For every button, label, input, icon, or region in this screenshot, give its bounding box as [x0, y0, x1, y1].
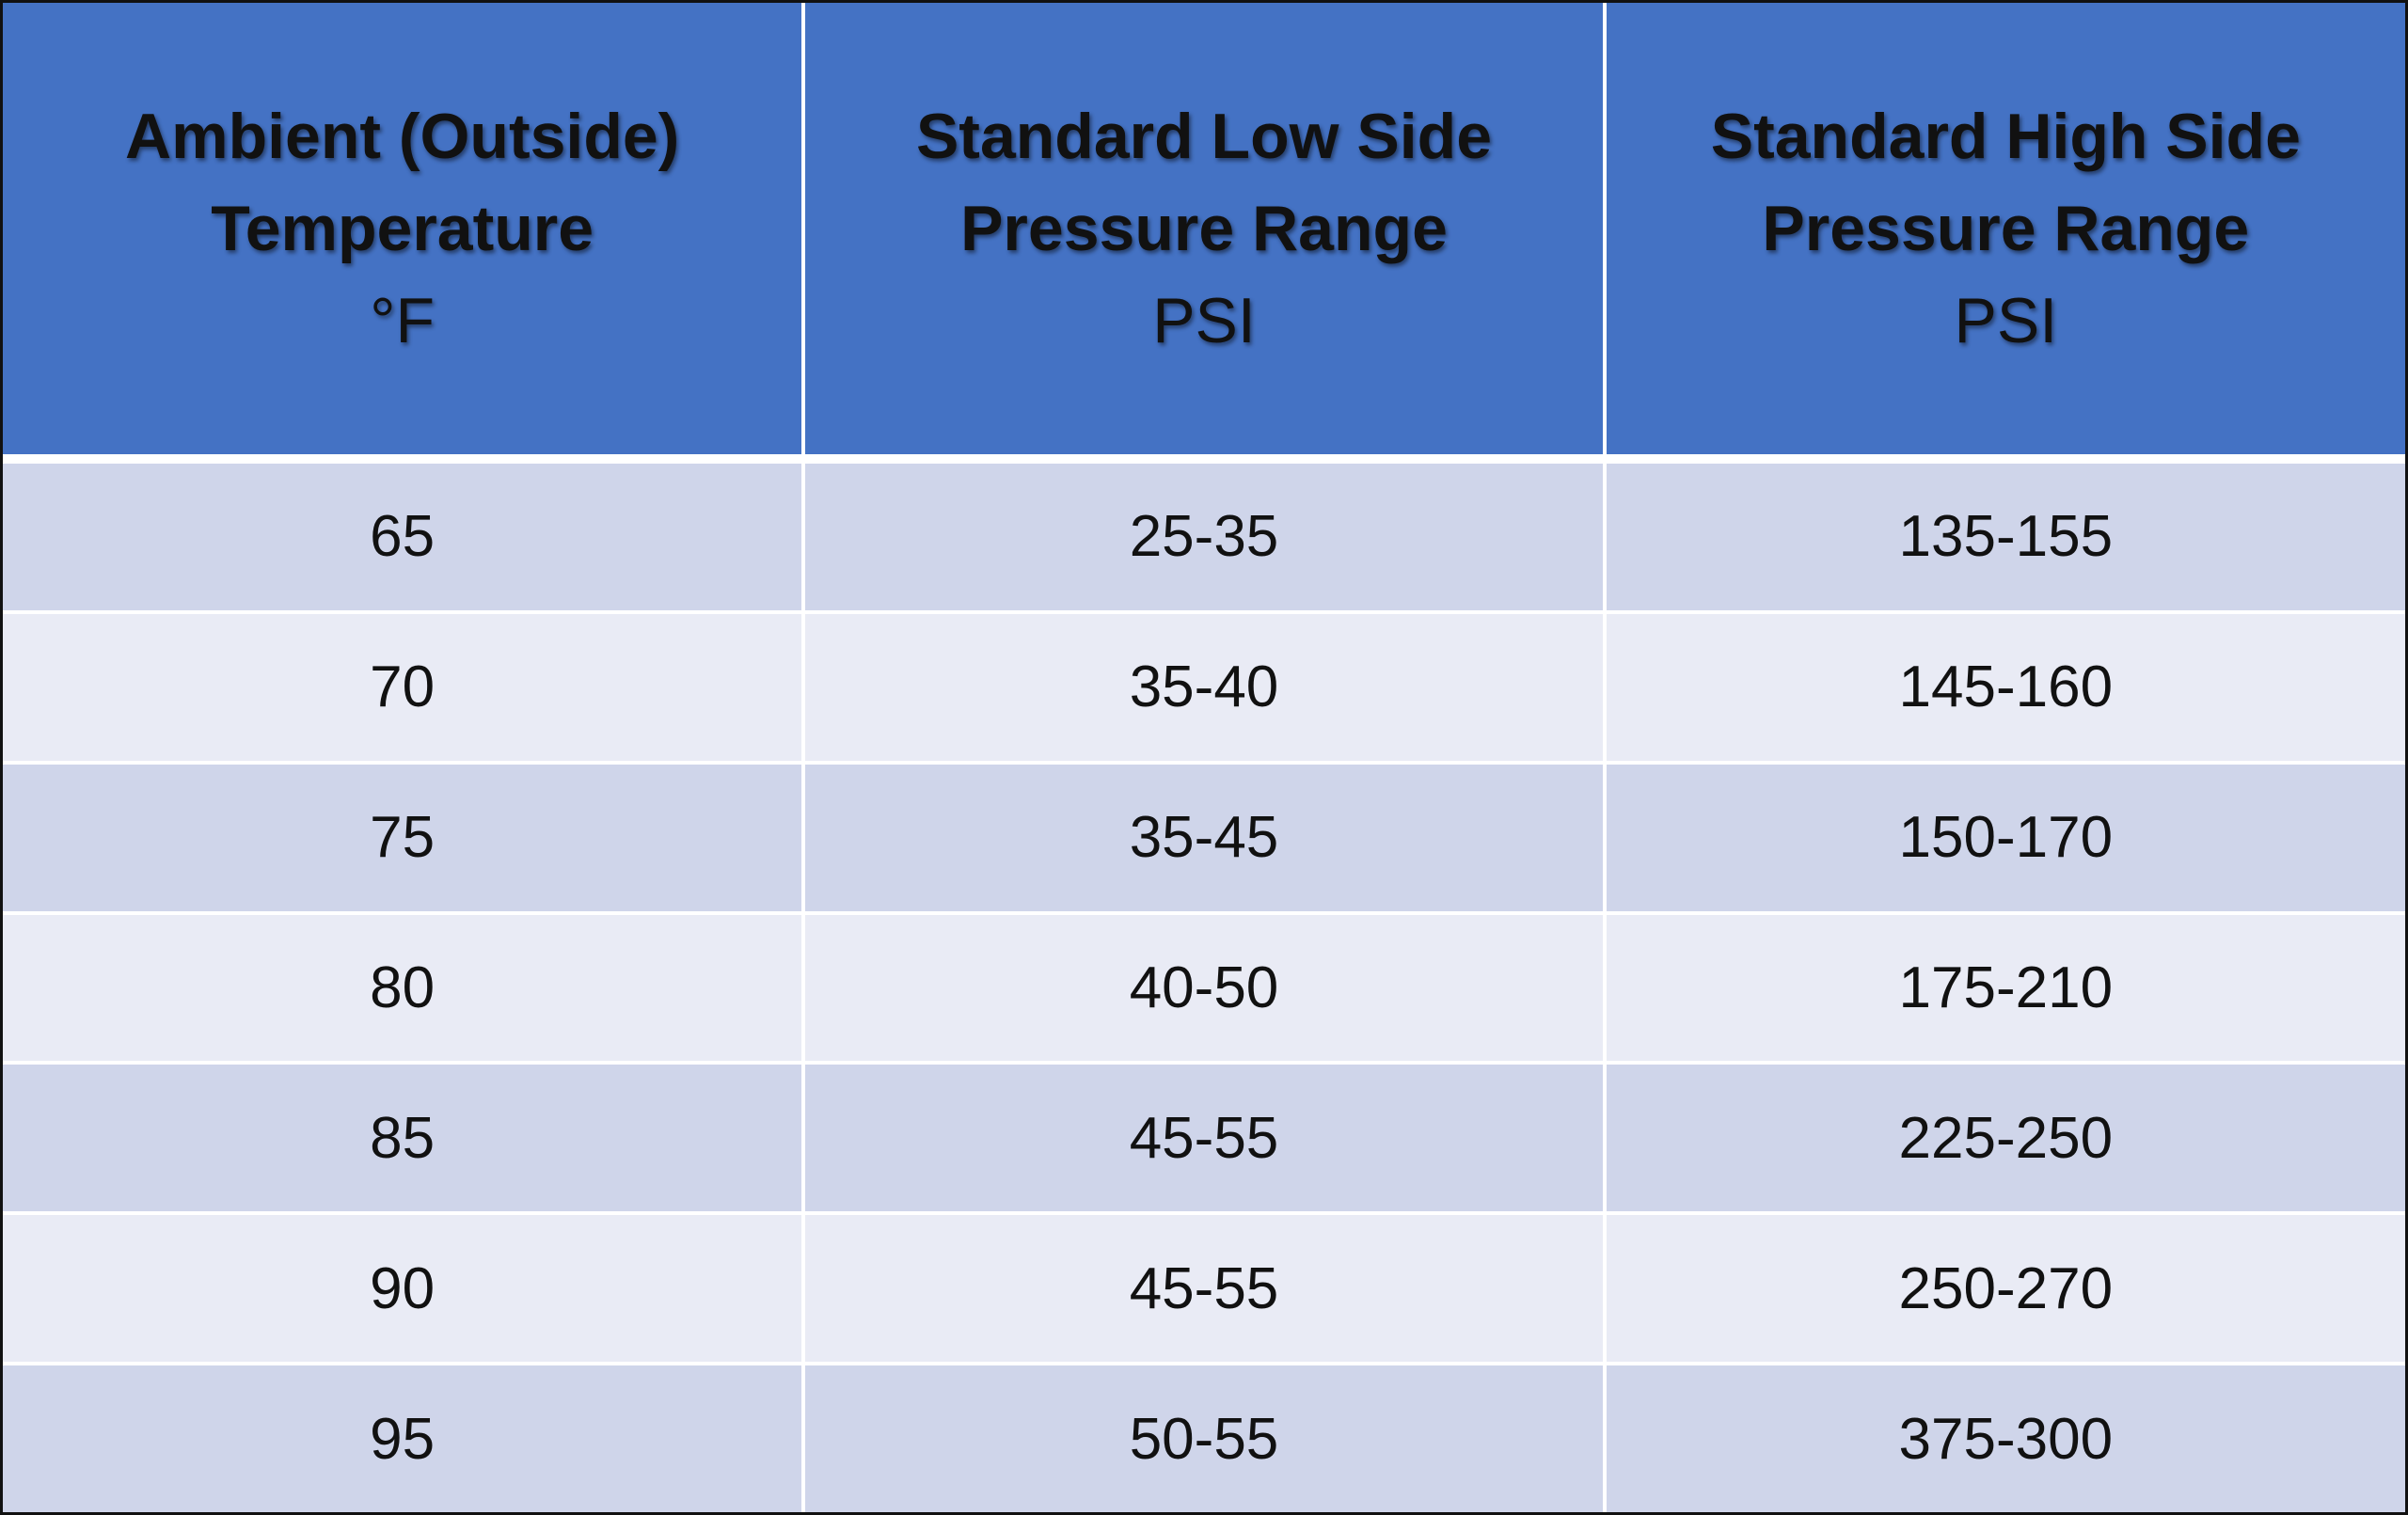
table-row: 65 25-35 135-155: [3, 457, 2405, 614]
table-cell: 35-40: [801, 609, 1607, 765]
table-cell: 70: [3, 609, 806, 765]
table-cell: 175-210: [1602, 910, 2405, 1065]
table-row: 95 50-55 375-300: [3, 1362, 2405, 1512]
header-cell: Ambient (Outside) Temperature °F: [3, 3, 806, 464]
table-cell: 145-160: [1602, 609, 2405, 765]
table-cell: 25-35: [801, 457, 1607, 614]
header-unit: PSI: [1954, 285, 2058, 356]
header-title: Ambient (Outside): [125, 101, 680, 172]
table-cell: 50-55: [801, 1362, 1607, 1512]
table-row: 85 45-55 225-250: [3, 1061, 2405, 1216]
header-unit: PSI: [1152, 285, 1256, 356]
table-cell: 150-170: [1602, 760, 2405, 915]
table-cell: 80: [3, 910, 806, 1065]
table-body: 65 25-35 135-155 70 35-40 145-160 75 35-45 150-1…: [3, 457, 2405, 1512]
table-cell: 250-270: [1602, 1211, 2405, 1366]
header-cell: Standard Low Side Pressure Range PSI: [801, 3, 1607, 464]
table-row: 75 35-45 150-170: [3, 760, 2405, 915]
table-cell: 45-55: [801, 1211, 1607, 1366]
table-row: 80 40-50 175-210: [3, 910, 2405, 1065]
table-cell: 95: [3, 1362, 806, 1512]
header-title: Pressure Range: [960, 193, 1448, 264]
table-cell: 375-300: [1602, 1362, 2405, 1512]
header-row: Ambient (Outside) Temperature °F Standard L…: [3, 3, 2405, 464]
table-row: 70 35-40 145-160: [3, 609, 2405, 765]
header-title: Standard High Side: [1710, 101, 2301, 172]
table-head: Ambient (Outside) Temperature °F Standard L…: [3, 3, 2405, 464]
header-title: Pressure Range: [1762, 193, 2250, 264]
table-cell: 85: [3, 1061, 806, 1216]
table-cell: 40-50: [801, 910, 1607, 1065]
header-cell: Standard High Side Pressure Range PSI: [1602, 3, 2405, 464]
header-title: Standard Low Side: [915, 101, 1493, 172]
table-cell: 135-155: [1602, 457, 2405, 614]
table-row: 90 45-55 250-270: [3, 1211, 2405, 1366]
table-cell: 45-55: [801, 1061, 1607, 1216]
header-title: Temperature: [211, 193, 594, 264]
table-cell: 225-250: [1602, 1061, 2405, 1216]
header-unit: °F: [370, 285, 436, 356]
table-cell: 90: [3, 1211, 806, 1366]
table-cell: 75: [3, 760, 806, 915]
pressure-table: Ambient (Outside) Temperature °F Standard L…: [3, 3, 2405, 1512]
table-cell: 35-45: [801, 760, 1607, 915]
table-cell: 65: [3, 457, 806, 614]
